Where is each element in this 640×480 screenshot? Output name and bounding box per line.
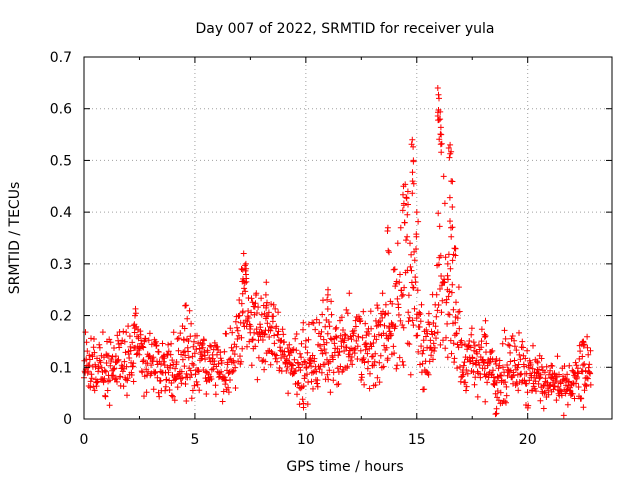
- data-point-marks: [130, 85, 594, 419]
- x-tick-label: 15: [408, 432, 426, 448]
- data-point-marks: [358, 173, 458, 393]
- data-point-marks: [266, 290, 365, 408]
- x-tick-label: 10: [297, 432, 315, 448]
- y-tick-label: 0.5: [50, 153, 72, 169]
- data-points: [81, 85, 594, 419]
- y-tick-label: 0.6: [50, 102, 72, 118]
- y-tick-label: 0.4: [50, 205, 72, 221]
- y-axis-label: SRMTID / TECUs: [7, 182, 23, 295]
- x-axis-label: GPS time / hours: [286, 459, 403, 475]
- x-tick-label: 5: [190, 432, 199, 448]
- y-tick-label: 0.1: [50, 360, 72, 376]
- x-tick-label: 20: [519, 432, 537, 448]
- axis-ticks: 0 0.1 0.2 0.3 0.4 0.5 0.6 0.7 0 5 10 15 20: [50, 50, 612, 448]
- y-tick-label: 0.2: [50, 309, 72, 325]
- data-point-marks: [81, 305, 180, 409]
- grid: [84, 57, 612, 419]
- plot-frame: [83, 56, 613, 420]
- y-tick-label: 0.7: [50, 50, 72, 66]
- data-point-marks: [173, 267, 272, 405]
- data-point-marks: [451, 284, 550, 412]
- x-tick-label: 0: [80, 432, 89, 448]
- chart-title: Day 007 of 2022, SRMTID for receiver yul…: [195, 21, 494, 37]
- y-tick-label: 0: [63, 412, 72, 428]
- y-tick-label: 0.3: [50, 257, 72, 273]
